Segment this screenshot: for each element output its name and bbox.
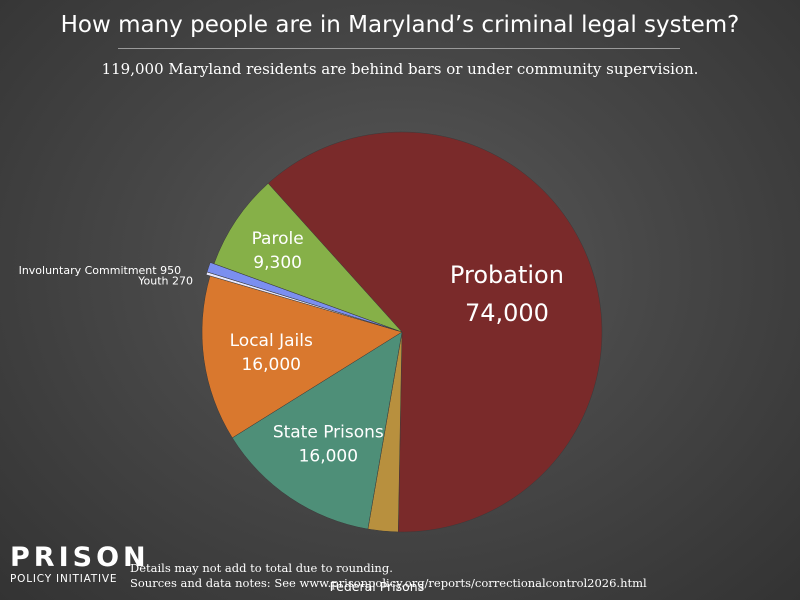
logo-line-2: POLICY INITIATIVE (10, 573, 118, 585)
label-probation-name: Probation (450, 261, 564, 289)
label-parole-value: 9,300 (253, 253, 302, 273)
label-involuntary-commitment: Involuntary Commitment 950 (19, 264, 182, 277)
label-parole-name: Parole (252, 229, 304, 249)
title-divider (118, 48, 680, 49)
label-federal-prisons-value: 2,900 (377, 599, 413, 600)
prison-policy-initiative-logo: PRISON POLICY INITIATIVE (10, 544, 150, 586)
label-probation-value: 74,000 (465, 299, 549, 327)
pie-slice-local-jails (201, 275, 403, 439)
label-state-prisons-value: 16,000 (299, 447, 358, 467)
pie-slice-parole (213, 183, 403, 333)
label-youth: Youth 270 (137, 275, 193, 288)
chart-subtitle: 119,000 Maryland residents are behind ba… (101, 60, 699, 78)
pie-slice-state-prisons (231, 331, 403, 530)
label-state-prisons-name: State Prisons (273, 423, 384, 443)
pie-slice-probation (267, 131, 603, 533)
footnote-sources: Sources and data notes: See www.prisonpo… (130, 576, 647, 590)
label-local-jails-name: Local Jails (230, 331, 313, 351)
label-local-jails-value: 16,000 (241, 355, 300, 375)
pie-slice-involuntary-commitment (206, 262, 399, 331)
chart-title: How many people are in Maryland’s crimin… (60, 12, 740, 38)
logo-line-1: PRISON (10, 542, 150, 573)
footnotes: Details may not add to total due to roun… (130, 561, 647, 591)
footnote-rounding: Details may not add to total due to roun… (130, 561, 393, 575)
label-federal-prisons-name: Federal Prisons (330, 579, 425, 594)
